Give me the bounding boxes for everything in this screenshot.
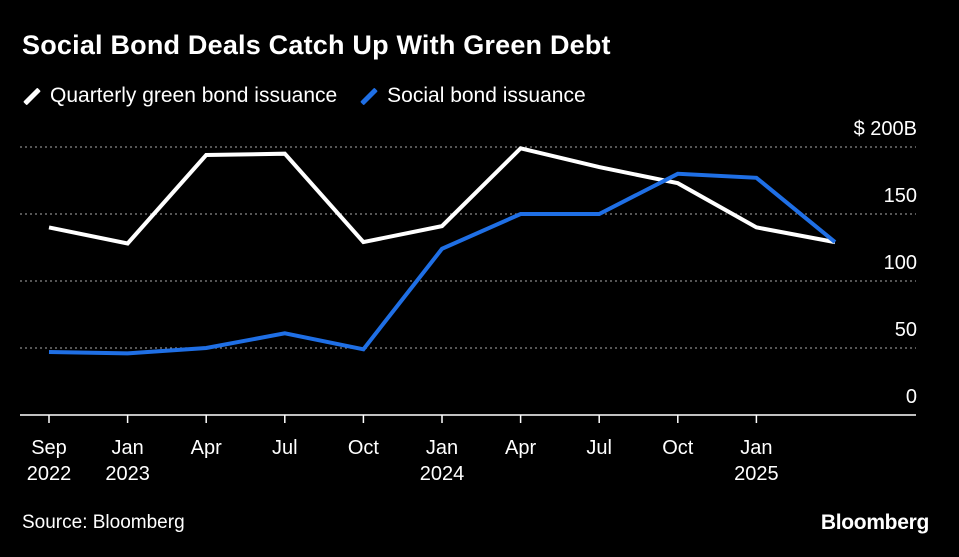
bloomberg-logo: Bloomberg	[820, 511, 929, 534]
x-tick-label: Jul	[586, 437, 612, 459]
legend-label-green: Quarterly green bond issuance	[50, 84, 338, 107]
x-tick-label: Sep	[31, 437, 67, 459]
legend-label-social: Social bond issuance	[387, 84, 586, 107]
x-tick-label: Jan	[426, 437, 458, 459]
x-tick-label: Apr	[505, 437, 536, 459]
y-tick-label: 100	[884, 252, 917, 274]
gridlines	[20, 146, 916, 416]
legend: Quarterly green bond issuance Social bon…	[22, 84, 608, 108]
x-tick-label: Jul	[272, 437, 298, 459]
x-tick-label: Oct	[348, 437, 380, 459]
x-tick-year-label: 2022	[27, 463, 72, 485]
x-tick-label: Apr	[191, 437, 222, 459]
y-tick-label: 150	[884, 185, 917, 207]
legend-item-green: Quarterly green bond issuance	[22, 84, 337, 108]
x-tick-year-label: 2023	[105, 463, 150, 485]
y-tick-label: 50	[895, 319, 917, 341]
x-tick-label: Jan	[740, 437, 772, 459]
chart-title: Social Bond Deals Catch Up With Green De…	[22, 30, 611, 60]
x-tick-label: Jan	[111, 437, 143, 459]
source-note: Source: Bloomberg	[22, 512, 185, 533]
series-lines	[48, 146, 837, 356]
y-tick-label: 0	[906, 386, 917, 408]
green-bond-line	[48, 146, 836, 246]
social-bond-line	[48, 171, 837, 356]
x-axis: Sep 2022 Jan 2023 Apr Jul Oct Jan 2024 Apr Jul Oct J…	[27, 415, 779, 485]
legend-item-social: Social bond issuance	[359, 84, 586, 108]
y-tick-label: $ 200B	[854, 118, 917, 140]
x-tick-year-label: 2025	[734, 463, 779, 485]
y-axis-labels: $ 200B 150 100 50 0	[854, 118, 917, 408]
x-tick-label: Oct	[662, 437, 694, 459]
x-tick-year-label: 2024	[420, 463, 465, 485]
